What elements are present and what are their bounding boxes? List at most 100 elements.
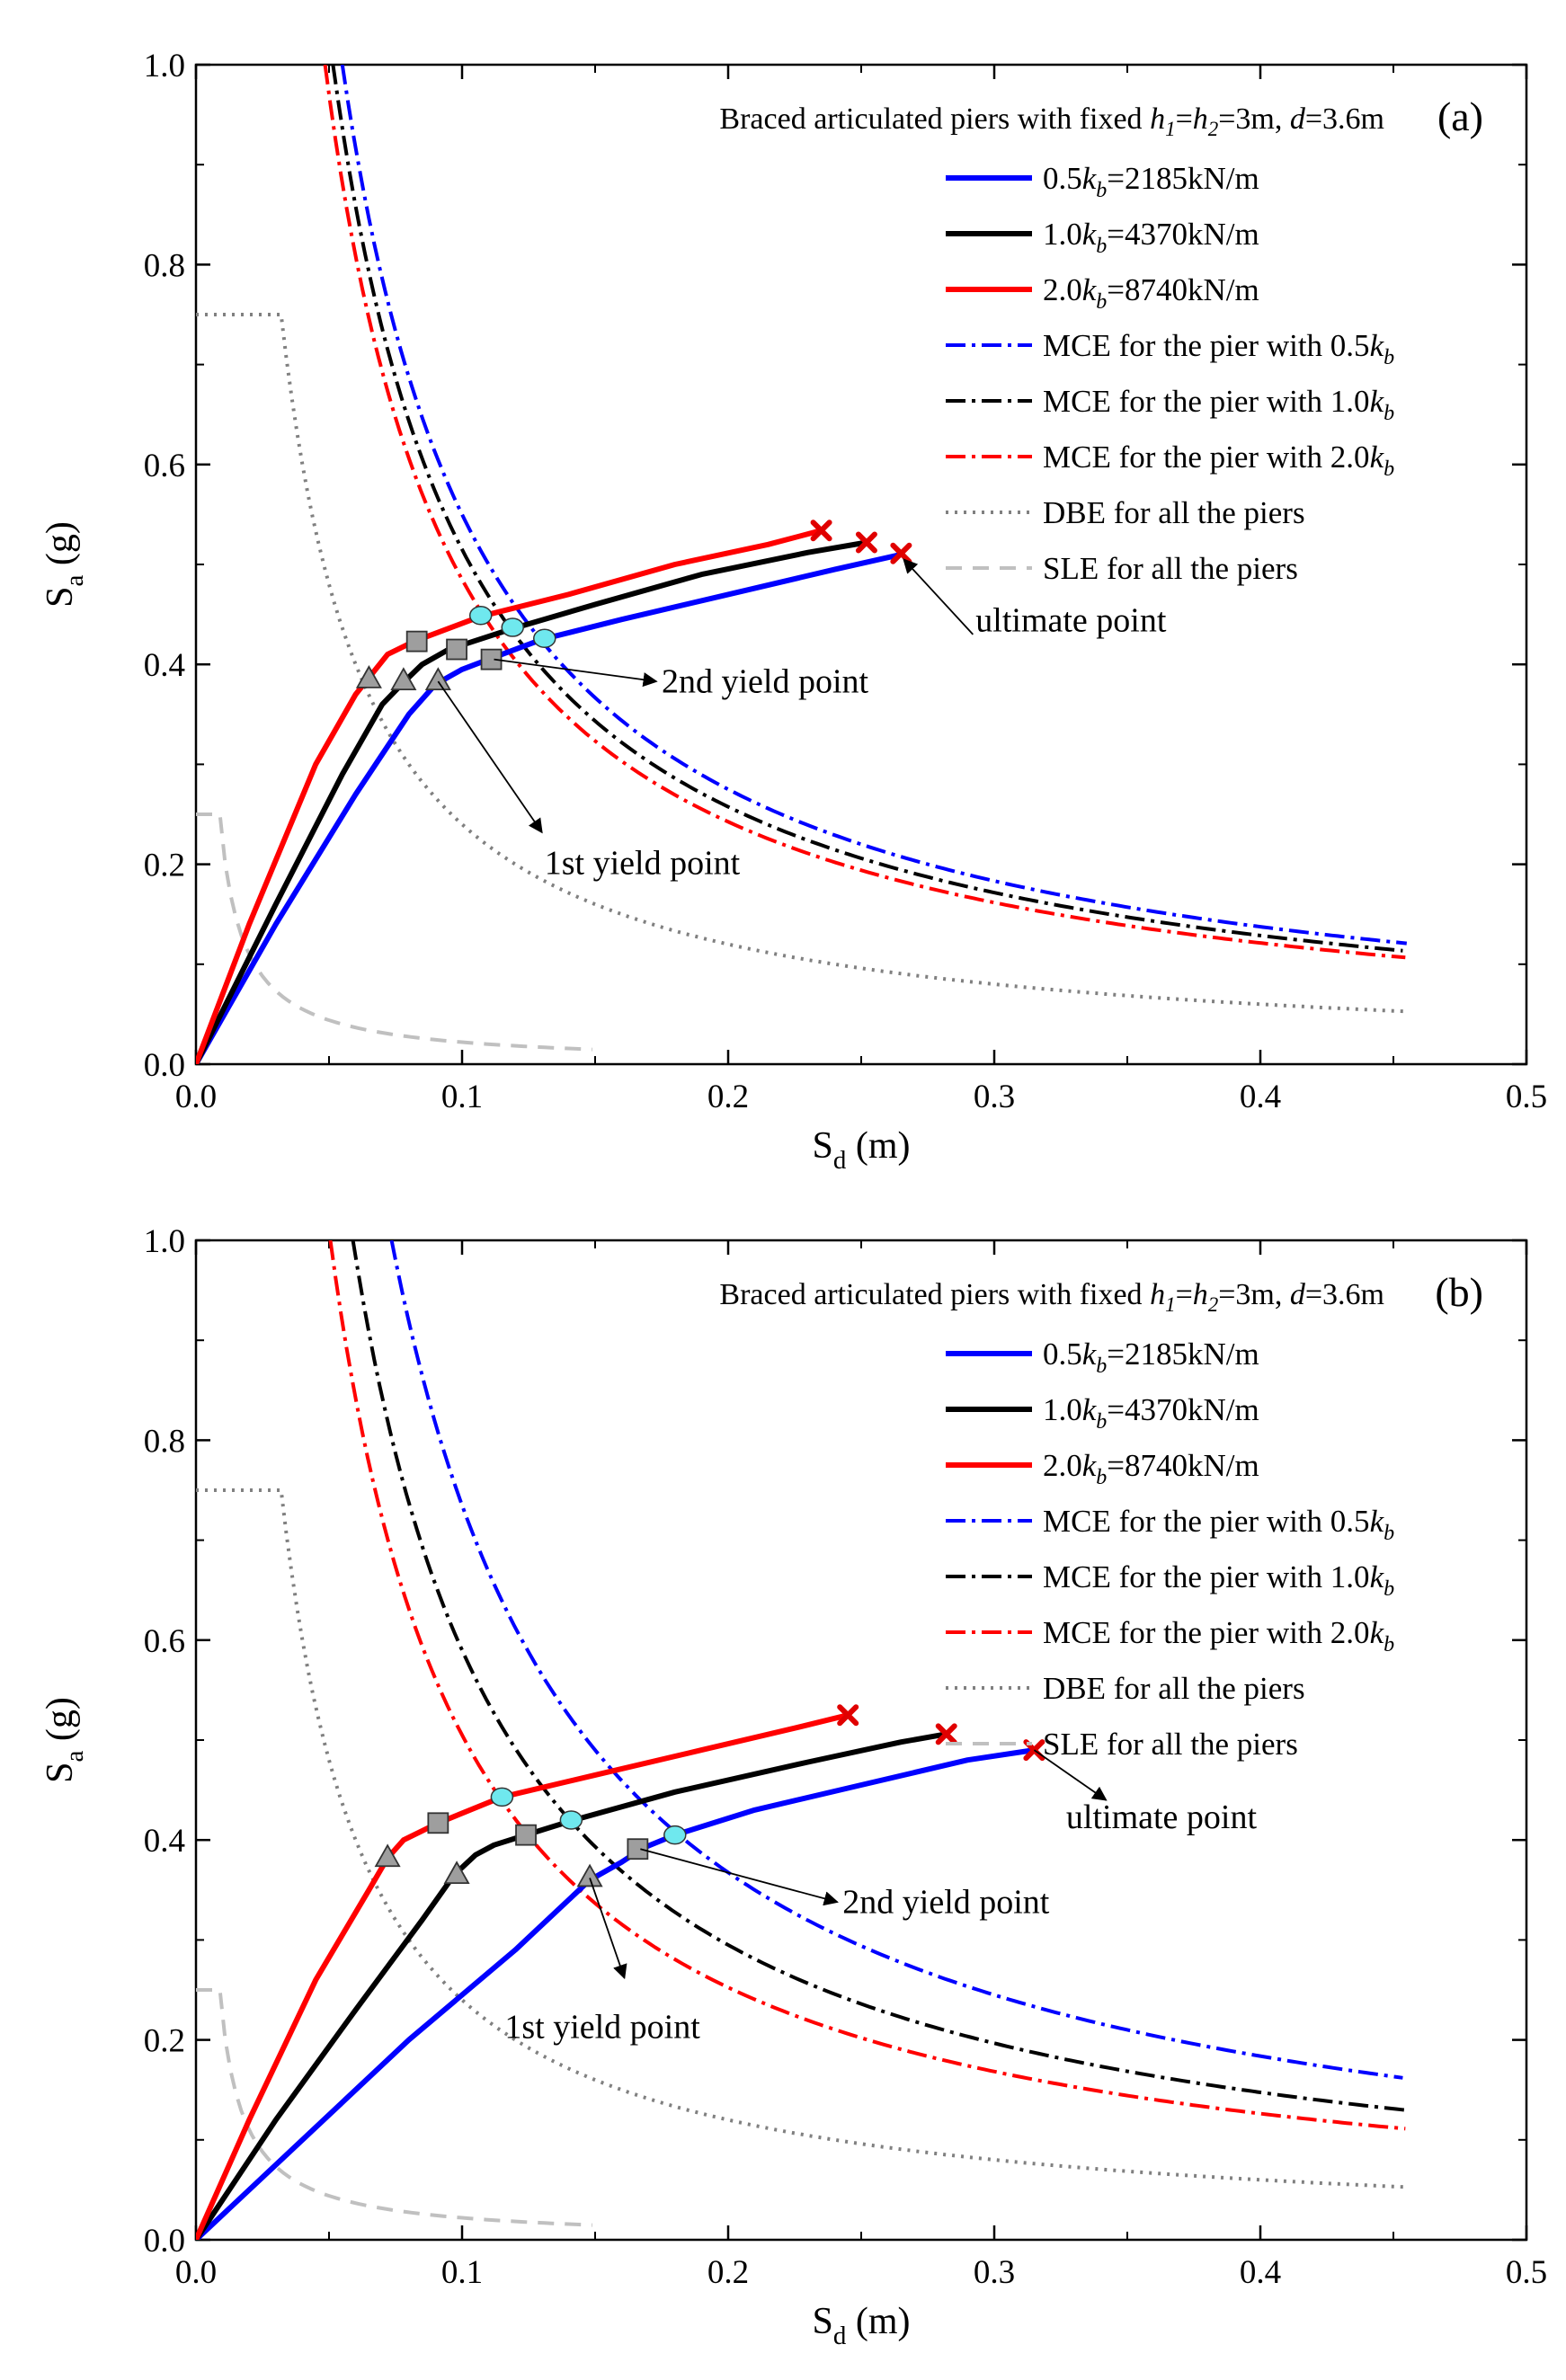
legend-item-label: MCE for the pier with 1.0kb [1043, 1559, 1394, 1601]
annotation-arrow [640, 1848, 839, 1906]
y-tick-label: 0.8 [144, 247, 185, 284]
annotation-label: 2nd yield point [662, 662, 869, 700]
legend-item-label: MCE for the pier with 2.0kb [1043, 440, 1394, 481]
legend-item-label: MCE for the pier with 0.5kb [1043, 328, 1394, 369]
x-tick-label: 0.0 [175, 1079, 217, 1115]
x-tick-label: 0.0 [175, 2254, 217, 2291]
legend-item-label: 1.0kb=4370kN/m [1043, 217, 1259, 258]
x-tick-label: 0.3 [974, 1079, 1015, 1115]
annotation-arrow [903, 558, 974, 635]
chart-title: Braced articulated piers with fixed h1=h… [719, 1278, 1384, 1316]
series-line-2 [196, 539, 869, 1064]
y-tick-label: 1.0 [144, 48, 185, 84]
y-tick-label: 0.0 [144, 1047, 185, 1084]
legend: 0.5kb=2185kN/m 1.0kb=4370kN/m 2.0kb=8740kN… [946, 161, 1394, 586]
series-line-8 [196, 1988, 593, 2227]
y-tick-label: 0.6 [144, 448, 185, 484]
first-yield-marker [355, 665, 382, 688]
legend-item-label: 0.5kb=2185kN/m [1043, 161, 1259, 202]
y-tick-label: 0.4 [144, 647, 185, 684]
first-yield-marker [443, 1860, 470, 1885]
performance-point-marker [533, 628, 556, 649]
y-tick-label: 0.2 [144, 2023, 185, 2060]
legend-item-label: DBE for all the piers [1043, 495, 1305, 530]
second-yield-marker [480, 648, 503, 670]
y-tick-label: 0.2 [144, 848, 185, 884]
y-tick-label: 1.0 [144, 1223, 185, 1260]
x-tick-label: 0.5 [1506, 2254, 1547, 2291]
point-markers [374, 1704, 1045, 1887]
y-axis-label: Sa (g) [40, 521, 89, 608]
annotation-label: ultimate point [975, 602, 1167, 640]
x-axis-label: Sd (m) [812, 2301, 910, 2350]
panel-label: (a) [1437, 93, 1483, 139]
x-tick-label: 0.4 [1240, 2254, 1281, 2291]
legend-item-label: 2.0kb=8740kN/m [1043, 272, 1259, 314]
annotation-arrow [589, 1878, 627, 1980]
series-line-3 [196, 528, 824, 1064]
legend-item-label: SLE for all the piers [1043, 551, 1298, 586]
ultimate-point-marker [810, 520, 832, 542]
series-line-7 [196, 313, 1404, 1014]
second-yield-marker [427, 1812, 449, 1834]
performance-point-marker [663, 1825, 687, 1845]
legend-item-label: MCE for the pier with 2.0kb [1043, 1615, 1394, 1656]
annotation-label: 1st yield point [504, 2008, 700, 2046]
series-line-3 [196, 1712, 851, 2240]
series-line-2 [196, 1731, 949, 2240]
panel-label: (b) [1435, 1269, 1483, 1315]
legend: 0.5kb=2185kN/m 1.0kb=4370kN/m 2.0kb=8740kN… [946, 1337, 1394, 1762]
first-yield-marker [374, 1843, 401, 1868]
second-yield-marker [405, 630, 428, 653]
x-tick-label: 0.2 [707, 2254, 749, 2291]
series-line-8 [196, 813, 593, 1052]
legend-item-label: 0.5kb=2185kN/m [1043, 1337, 1259, 1378]
x-tick-label: 0.1 [441, 2254, 483, 2291]
y-tick-label: 0.4 [144, 1823, 185, 1860]
x-axis-label: Sd (m) [812, 1125, 910, 1175]
axis-ticks [194, 1239, 1528, 2242]
legend-item-label: MCE for the pier with 0.5kb [1043, 1504, 1394, 1545]
performance-point-marker [501, 617, 524, 637]
legend-item-label: 1.0kb=4370kN/m [1043, 1392, 1259, 1434]
series-line-6 [328, 1240, 1406, 2131]
ultimate-point-marker [855, 531, 877, 554]
y-axis-label: Sa (g) [40, 1697, 89, 1783]
annotation-label: 2nd yield point [842, 1883, 1050, 1921]
performance-point-marker [490, 1787, 514, 1807]
ultimate-point-marker [935, 1723, 957, 1745]
second-yield-marker [515, 1824, 537, 1846]
series-line-7 [196, 1488, 1404, 2189]
plot-frame [194, 1239, 1528, 2242]
chart-title: Braced articulated piers with fixed h1=h… [719, 102, 1384, 140]
series-line-4 [340, 65, 1408, 946]
plot-area [196, 1240, 1408, 2240]
x-tick-label: 0.1 [441, 1079, 483, 1115]
second-yield-marker [627, 1838, 649, 1860]
x-tick-label: 0.3 [974, 2254, 1015, 2291]
y-tick-label: 0.8 [144, 1423, 185, 1460]
legend-item-label: 2.0kb=8740kN/m [1043, 1448, 1259, 1489]
series-line-1 [196, 1747, 1037, 2240]
series-line-1 [196, 551, 904, 1064]
series-line-5 [331, 65, 1403, 953]
second-yield-marker [446, 638, 467, 661]
axis-ticks [194, 63, 1528, 1066]
first-yield-marker [390, 667, 417, 691]
annotation-arrow [1033, 1749, 1108, 1801]
performance-point-marker [468, 605, 493, 626]
performance-point-marker [559, 1810, 583, 1830]
ultimate-point-marker [837, 1704, 859, 1727]
chart-panel-b: 0.0 0.1 0.2 0.3 0.4 0.5 0.0 0.2 0.4 0.6 0.8 1.0 Sd (… [40, 1223, 1547, 2350]
series-line-4 [389, 1240, 1403, 2080]
y-tick-label: 0.6 [144, 1623, 185, 1660]
x-tick-label: 0.2 [707, 1079, 749, 1115]
annotation-label: 1st yield point [545, 845, 741, 883]
annotation-label: ultimate point [1066, 1798, 1258, 1836]
first-yield-marker [576, 1863, 603, 1887]
x-tick-label: 0.4 [1240, 1079, 1281, 1115]
annotation-arrow [494, 658, 658, 688]
legend-item-label: DBE for all the piers [1043, 1671, 1305, 1706]
point-markers [355, 520, 912, 691]
first-yield-marker [424, 667, 451, 691]
